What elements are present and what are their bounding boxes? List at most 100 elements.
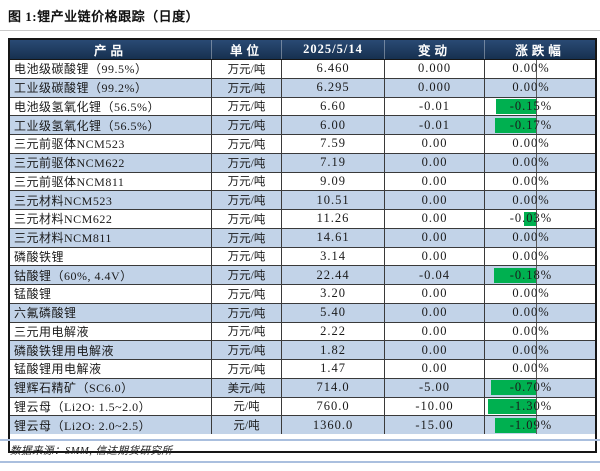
negative-change-bar (495, 117, 537, 133)
pct-cell: 0.00% (485, 153, 595, 172)
negative-change-bar (495, 417, 537, 433)
databar-axis-line (536, 210, 537, 228)
change-cell: 0.000 (385, 78, 485, 97)
databar-axis-line (536, 341, 537, 359)
databar-axis-line (536, 97, 537, 116)
price-tracking-table: 产品 单位 2025/5/14 变动 涨跌幅 电池级碳酸锂（99.5%） 万元/… (8, 38, 597, 453)
product-cell: 工业级碳酸锂（99.2%） (10, 78, 212, 97)
header-pct: 涨跌幅 (515, 44, 565, 58)
price-cell: 6.00 (282, 116, 385, 134)
unit-cell: 万元/吨 (212, 360, 282, 378)
pct-cell: 0.00% (485, 78, 595, 97)
pct-value: -1.30% (509, 398, 553, 413)
negative-change-bar (488, 399, 537, 414)
unit-cell: 万元/吨 (212, 153, 282, 172)
product-cell: 电池级氢氧化锂（56.5%） (10, 97, 212, 116)
table-row: 钴酸锂（60%, 4.4V） 万元/吨 22.44 -0.04 -0.18% (10, 266, 595, 285)
pct-value: 0.00% (512, 286, 550, 301)
change-cell: -10.00 (385, 397, 485, 416)
product-cell: 三元材料NCM811 (10, 228, 212, 247)
pct-value: -0.17% (509, 117, 553, 132)
change-cell: 0.00 (385, 341, 485, 359)
change-cell: 0.00 (385, 228, 485, 247)
pct-value: 0.00% (512, 173, 550, 188)
product-cell: 磷酸铁锂 (10, 247, 212, 266)
table-row: 三元前驱体NCM811 万元/吨 9.09 0.00 0.00% (10, 172, 595, 192)
header-product: 产品 (10, 40, 212, 59)
change-cell: 0.00 (385, 303, 485, 322)
table-row: 锂云母（Li2O: 1.5~2.0） 元/吨 760.0 -10.00 -1.3… (10, 397, 595, 417)
change-cell: -5.00 (385, 378, 485, 397)
pct-cell: -0.15% (485, 97, 595, 116)
product-cell: 锰酸锂用电解液 (10, 360, 212, 378)
pct-value: 0.00% (512, 192, 550, 207)
table-row: 锂云母（Li2O: 2.0~2.5） 元/吨 1360.0 -15.00 -1.… (10, 416, 595, 434)
pct-cell: 0.00% (485, 247, 595, 266)
table-row: 三元材料NCM523 万元/吨 10.51 0.00 0.00% (10, 191, 595, 210)
pct-cell: -1.09% (485, 416, 595, 434)
change-cell: 0.00 (385, 285, 485, 303)
pct-value: -0.15% (509, 98, 553, 113)
change-cell: -15.00 (385, 416, 485, 434)
unit-cell: 万元/吨 (212, 285, 282, 303)
pct-value: -0.18% (509, 267, 553, 282)
product-cell: 锂云母（Li2O: 1.5~2.0） (10, 397, 212, 416)
table-body: 电池级碳酸锂（99.5%） 万元/吨 6.460 0.000 0.00% 工业级… (10, 60, 595, 434)
source-divider-bottom (0, 461, 600, 463)
pct-cell: -1.30% (485, 397, 595, 416)
unit-cell: 万元/吨 (212, 228, 282, 247)
change-cell: -0.01 (385, 97, 485, 116)
negative-change-bar (524, 211, 537, 227)
databar-axis-line (536, 416, 537, 434)
pct-value: 0.00% (512, 155, 550, 170)
table-row: 工业级氢氧化锂（56.5%） 万元/吨 6.00 -0.01 -0.17% (10, 116, 595, 135)
price-cell: 1360.0 (282, 416, 385, 434)
pct-cell: -0.03% (485, 210, 595, 228)
unit-cell: 万元/吨 (212, 116, 282, 134)
table-row: 三元用电解液 万元/吨 2.22 0.00 0.00% (10, 322, 595, 342)
unit-cell: 万元/吨 (212, 322, 282, 341)
change-cell: 0.00 (385, 247, 485, 266)
unit-cell: 万元/吨 (212, 247, 282, 266)
table-row: 磷酸铁锂 万元/吨 3.14 0.00 0.00% (10, 247, 595, 267)
pct-value: 0.00% (512, 80, 550, 95)
pct-value: 0.00% (512, 305, 550, 320)
header-date: 2025/5/14 (282, 40, 385, 59)
unit-cell: 万元/吨 (212, 266, 282, 284)
table-row: 工业级碳酸锂（99.2%） 万元/吨 6.295 0.000 0.00% (10, 78, 595, 98)
pct-cell: -0.17% (485, 116, 595, 134)
change-cell: 0.00 (385, 191, 485, 209)
pct-value: 0.00% (512, 342, 550, 357)
product-cell: 三元用电解液 (10, 322, 212, 341)
pct-cell: 0.00% (485, 360, 595, 378)
databar-axis-line (536, 116, 537, 134)
table-row: 三元前驱体NCM523 万元/吨 7.59 0.00 0.00% (10, 135, 595, 154)
pct-cell: 0.00% (485, 341, 595, 359)
price-cell: 1.47 (282, 360, 385, 378)
product-cell: 锂辉石精矿（SC6.0） (10, 378, 212, 397)
price-cell: 6.295 (282, 78, 385, 97)
negative-change-bar (496, 99, 537, 114)
product-cell: 六氟磷酸锂 (10, 303, 212, 322)
pct-cell: 0.00% (485, 303, 595, 322)
table-row: 三元前驱体NCM622 万元/吨 7.19 0.00 0.00% (10, 153, 595, 173)
databar-axis-line (536, 247, 537, 266)
price-cell: 1.82 (282, 341, 385, 359)
price-cell: 9.09 (282, 172, 385, 191)
table-row: 电池级碳酸锂（99.5%） 万元/吨 6.460 0.000 0.00% (10, 60, 595, 79)
unit-cell: 万元/吨 (212, 210, 282, 228)
header-change: 变动 (385, 40, 485, 59)
price-cell: 5.40 (282, 303, 385, 322)
databar-axis-line (536, 60, 537, 78)
databar-axis-line (536, 285, 537, 303)
unit-cell: 万元/吨 (212, 191, 282, 209)
unit-cell: 元/吨 (212, 397, 282, 416)
product-cell: 工业级氢氧化锂（56.5%） (10, 116, 212, 134)
change-cell: 0.00 (385, 172, 485, 191)
table-row: 三元材料NCM622 万元/吨 11.26 0.00 -0.03% (10, 210, 595, 229)
table-row: 锰酸锂 万元/吨 3.20 0.00 0.00% (10, 285, 595, 304)
pct-cell: 0.00% (485, 191, 595, 209)
pct-cell: 0.00% (485, 60, 595, 78)
product-cell: 三元前驱体NCM622 (10, 153, 212, 172)
pct-value: 0.00% (512, 230, 550, 245)
